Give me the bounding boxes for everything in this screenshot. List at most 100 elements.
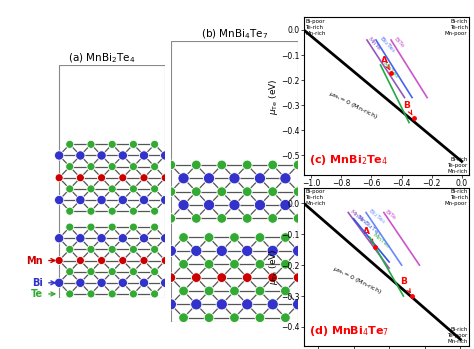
Text: A: A: [381, 55, 390, 70]
Circle shape: [293, 187, 303, 196]
Circle shape: [129, 207, 137, 215]
Circle shape: [87, 140, 95, 148]
Circle shape: [55, 195, 64, 205]
Circle shape: [66, 268, 74, 276]
Text: Bi-poor
Te-rich
Mn-rich: Bi-poor Te-rich Mn-rich: [305, 190, 326, 206]
Circle shape: [139, 151, 149, 160]
Circle shape: [229, 173, 240, 184]
Circle shape: [293, 273, 303, 282]
Circle shape: [267, 299, 278, 310]
Circle shape: [242, 187, 252, 196]
Circle shape: [165, 245, 176, 257]
Circle shape: [151, 140, 159, 148]
Text: MnTe$_2$: MnTe$_2$: [381, 59, 401, 81]
Circle shape: [204, 286, 214, 296]
Circle shape: [129, 245, 137, 253]
Circle shape: [97, 233, 106, 243]
Circle shape: [97, 278, 106, 288]
Circle shape: [268, 160, 277, 170]
Circle shape: [217, 160, 227, 170]
Circle shape: [204, 259, 214, 269]
Circle shape: [66, 207, 74, 215]
Circle shape: [281, 286, 290, 296]
Circle shape: [230, 233, 239, 242]
Circle shape: [191, 160, 201, 170]
Circle shape: [76, 174, 84, 182]
Circle shape: [108, 140, 116, 148]
Circle shape: [242, 299, 253, 310]
Circle shape: [119, 257, 127, 265]
Circle shape: [87, 290, 95, 298]
Circle shape: [140, 174, 148, 182]
Text: A: A: [363, 227, 373, 243]
Circle shape: [119, 174, 127, 182]
Circle shape: [204, 313, 214, 322]
Circle shape: [217, 273, 227, 282]
X-axis label: $\mu_{\mathrm{Bi}}$ (eV): $\mu_{\mathrm{Bi}}$ (eV): [369, 190, 404, 203]
Text: B: B: [403, 101, 412, 115]
Circle shape: [76, 233, 85, 243]
Circle shape: [229, 199, 240, 211]
Circle shape: [151, 290, 159, 298]
Text: Bi-rich
Te-rich
Mn-poor: Bi-rich Te-rich Mn-poor: [445, 19, 468, 36]
Text: MnBi$_4$Te$_7$: MnBi$_4$Te$_7$: [354, 212, 383, 238]
Circle shape: [108, 268, 116, 276]
Title: (a) MnBi$_2$Te$_4$: (a) MnBi$_2$Te$_4$: [68, 51, 135, 65]
Circle shape: [161, 257, 169, 265]
Circle shape: [55, 278, 64, 288]
Circle shape: [242, 214, 252, 223]
Circle shape: [293, 160, 303, 170]
Circle shape: [118, 278, 128, 288]
Circle shape: [139, 195, 149, 205]
Circle shape: [292, 245, 304, 257]
Circle shape: [203, 199, 215, 211]
Circle shape: [151, 223, 159, 231]
Text: MnTe$_2$: MnTe$_2$: [370, 230, 392, 251]
Circle shape: [66, 140, 74, 148]
Circle shape: [151, 207, 159, 215]
Text: Bi-rich
Te-poor
Mn-rich: Bi-rich Te-poor Mn-rich: [447, 327, 468, 344]
Text: Bi-rich
Te-rich
Mn-poor: Bi-rich Te-rich Mn-poor: [445, 190, 468, 206]
Circle shape: [230, 286, 239, 296]
Circle shape: [97, 151, 106, 160]
Circle shape: [255, 286, 265, 296]
Text: Mn: Mn: [27, 255, 55, 266]
Circle shape: [242, 160, 252, 170]
Circle shape: [281, 313, 290, 322]
Circle shape: [108, 185, 116, 193]
Circle shape: [280, 199, 291, 211]
Circle shape: [203, 173, 215, 184]
Text: MnTe: MnTe: [367, 37, 382, 52]
Text: (c) MnBi$_2$Te$_4$: (c) MnBi$_2$Te$_4$: [309, 153, 388, 167]
Circle shape: [281, 233, 290, 242]
Circle shape: [87, 223, 95, 231]
Circle shape: [151, 268, 159, 276]
Circle shape: [179, 313, 188, 322]
Circle shape: [98, 174, 106, 182]
Circle shape: [129, 185, 137, 193]
Circle shape: [55, 174, 63, 182]
Circle shape: [216, 245, 228, 257]
Circle shape: [217, 214, 227, 223]
Circle shape: [118, 195, 128, 205]
Circle shape: [87, 163, 95, 171]
Circle shape: [255, 313, 265, 322]
Bar: [59, 65, 165, 298]
Text: MnTe: MnTe: [348, 209, 364, 223]
Circle shape: [204, 233, 214, 242]
Text: Bi-poor
Te-rich
Mn-rich: Bi-poor Te-rich Mn-rich: [305, 19, 326, 36]
Y-axis label: $\mu_{\mathrm{Te}}$ (eV): $\mu_{\mathrm{Te}}$ (eV): [267, 78, 280, 114]
Circle shape: [268, 214, 277, 223]
Circle shape: [191, 299, 202, 310]
Circle shape: [118, 151, 128, 160]
Text: (d) MnBi$_4$Te$_7$: (d) MnBi$_4$Te$_7$: [309, 324, 389, 337]
Circle shape: [151, 163, 159, 171]
Circle shape: [179, 286, 188, 296]
Circle shape: [191, 273, 201, 282]
Circle shape: [293, 214, 303, 223]
Text: Bi$_2$Te$_3$: Bi$_2$Te$_3$: [377, 34, 398, 55]
Y-axis label: $\mu_{\mathrm{Te}}$ (eV): $\mu_{\mathrm{Te}}$ (eV): [267, 248, 280, 285]
Circle shape: [140, 257, 148, 265]
Text: Bi-rich
Te-poor
Mn-rich: Bi-rich Te-poor Mn-rich: [447, 157, 468, 173]
Circle shape: [129, 163, 137, 171]
